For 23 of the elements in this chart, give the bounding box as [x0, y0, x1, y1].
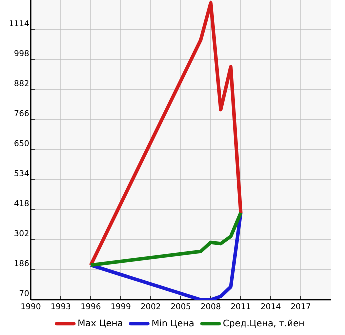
- legend-label: Max Цена: [78, 320, 122, 328]
- legend-label: Сред.Цена, т.йен: [224, 320, 304, 328]
- x-tick-label: 2014: [261, 304, 281, 310]
- x-tick-label: 2017: [291, 304, 310, 310]
- y-tick-label: 302: [14, 230, 29, 236]
- x-tick-label: 1993: [52, 304, 71, 310]
- y-tick-label: 70: [20, 290, 29, 296]
- y-tick-label: 766: [14, 110, 29, 116]
- y-tick-label: 534: [14, 170, 30, 176]
- x-tick-label: 1990: [22, 304, 41, 310]
- x-tick-label: 1996: [82, 304, 101, 310]
- x-tick-label: 1999: [112, 304, 131, 310]
- y-tick-label: 998: [14, 50, 29, 56]
- legend-label: Min Цена: [152, 320, 194, 328]
- y-tick-label: 186: [15, 260, 29, 266]
- y-tick-label: 418: [14, 200, 29, 206]
- y-tick-label: 882: [14, 80, 29, 86]
- x-tick-label: 2008: [201, 304, 221, 310]
- x-tick-label: 2002: [141, 304, 160, 310]
- x-tick-label: 2011: [231, 304, 250, 310]
- y-tick-label: 1114: [10, 20, 30, 26]
- y-tick-label: 650: [14, 140, 29, 146]
- x-tick-label: 2005: [171, 304, 190, 310]
